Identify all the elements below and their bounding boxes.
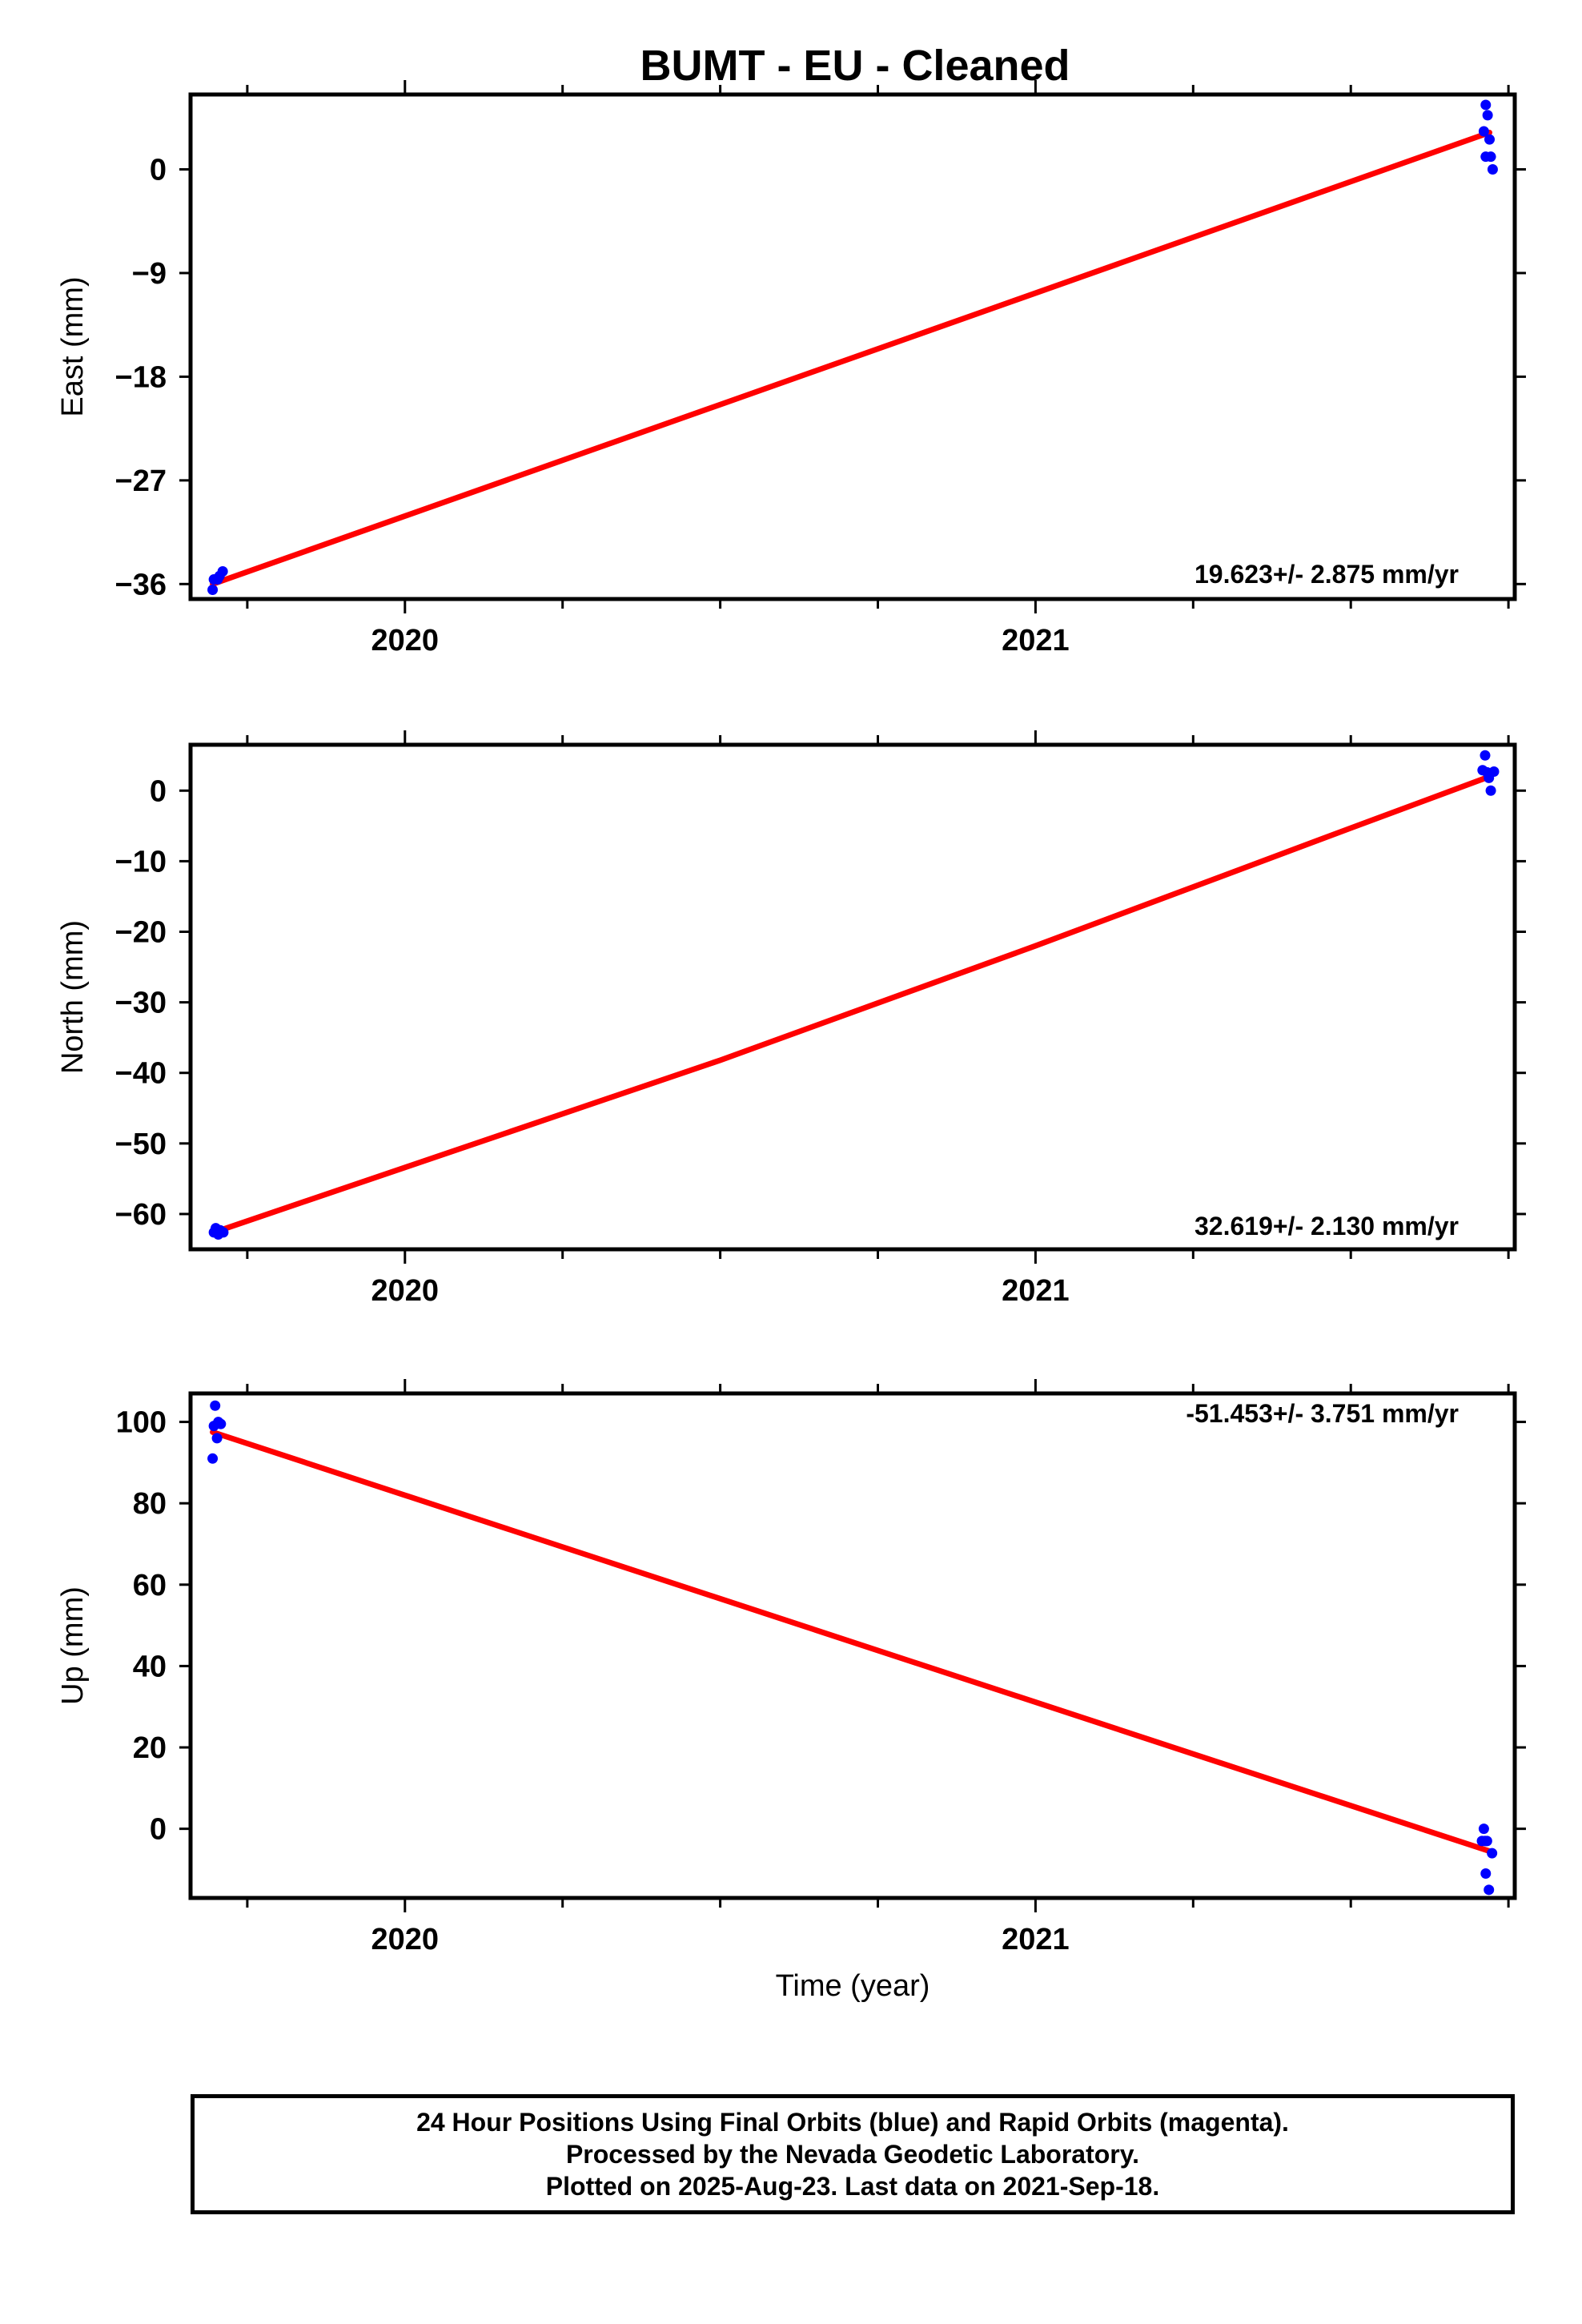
y-tick-label: −9 bbox=[132, 257, 167, 291]
trend-line bbox=[210, 1429, 1492, 1855]
data-point bbox=[1480, 99, 1492, 111]
plot-frame bbox=[188, 92, 1517, 601]
data-point bbox=[218, 1227, 229, 1238]
x-tick-label: 2021 bbox=[1002, 1274, 1070, 1308]
rate-label: 32.619+/- 2.130 mm/yr bbox=[1195, 1212, 1459, 1240]
data-point bbox=[211, 1433, 223, 1444]
data-point bbox=[210, 1400, 221, 1411]
rate-label: 19.623+/- 2.875 mm/yr bbox=[1195, 560, 1459, 589]
panel-north: −60 −50 −40 −30 −20 −10 0 2020 2021 North (mm) 32.… bbox=[56, 730, 1526, 1308]
y-axis-title: Up (mm) bbox=[56, 1586, 90, 1705]
data-point bbox=[207, 584, 219, 595]
data-layer bbox=[207, 1400, 1498, 1896]
y-tick-label: 20 bbox=[133, 1731, 167, 1765]
x-tick-label: 2020 bbox=[371, 1923, 440, 1956]
y-tick-label: 60 bbox=[133, 1569, 167, 1602]
trend-line bbox=[210, 130, 1492, 587]
y-tick-label: −18 bbox=[115, 360, 167, 394]
trend-line bbox=[211, 774, 1492, 1236]
data-point bbox=[1485, 151, 1496, 163]
data-layer bbox=[208, 750, 1500, 1240]
figure-title: BUMT - EU - Cleaned bbox=[640, 42, 1070, 90]
y-tick-label: −40 bbox=[115, 1057, 167, 1091]
panel-up: 0 20 40 60 80 100 2020 2021 Up (mm) Time (year) -5… bbox=[56, 1379, 1526, 2003]
plot-frame bbox=[188, 1391, 1517, 1900]
y-axis-title: North (mm) bbox=[56, 920, 90, 1074]
data-point bbox=[1484, 134, 1495, 145]
data-point bbox=[217, 565, 228, 577]
rate-label: -51.453+/- 3.751 mm/yr bbox=[1186, 1399, 1459, 1428]
y-tick-label: 80 bbox=[133, 1487, 167, 1521]
plot-frame bbox=[188, 742, 1517, 1252]
x-tick-label: 2021 bbox=[1002, 1923, 1070, 1956]
y-tick-label: 0 bbox=[150, 774, 167, 808]
data-point bbox=[1481, 1835, 1492, 1847]
caption-line-1: 24 Hour Positions Using Final Orbits (bl… bbox=[416, 2108, 1289, 2137]
y-tick-label: 0 bbox=[150, 153, 167, 187]
data-point bbox=[1487, 163, 1498, 175]
x-tick-label: 2021 bbox=[1002, 624, 1070, 657]
data-point bbox=[207, 1453, 219, 1464]
y-tick-label: 40 bbox=[133, 1650, 167, 1683]
caption-line-2: Processed by the Nevada Geodetic Laborat… bbox=[565, 2140, 1140, 2169]
data-point bbox=[1485, 785, 1496, 796]
x-tick-label: 2020 bbox=[371, 1274, 440, 1308]
data-point bbox=[215, 1418, 227, 1429]
data-point bbox=[1480, 750, 1491, 761]
data-point bbox=[1487, 1848, 1498, 1859]
caption-line-3: Plotted on 2025-Aug-23. Last data on 202… bbox=[545, 2172, 1160, 2201]
y-tick-label: −20 bbox=[115, 915, 167, 949]
y-tick-label: 0 bbox=[150, 1813, 167, 1847]
y-tick-label: −27 bbox=[115, 464, 167, 498]
y-tick-label: −36 bbox=[115, 568, 167, 601]
panel-east: −36 −27 −18 −9 0 2020 2021 East (mm) 19.623+/- 2… bbox=[56, 80, 1526, 657]
y-tick-label: −30 bbox=[115, 987, 167, 1020]
data-point bbox=[1484, 1884, 1495, 1896]
data-point bbox=[1478, 126, 1489, 137]
x-axis-title: Time (year) bbox=[776, 1969, 930, 2003]
data-point bbox=[1488, 766, 1500, 777]
data-point bbox=[1478, 1823, 1489, 1835]
data-layer bbox=[207, 99, 1498, 595]
x-tick-label: 2020 bbox=[371, 624, 440, 657]
y-axis-title: East (mm) bbox=[56, 276, 90, 416]
y-tick-label: −10 bbox=[115, 845, 167, 879]
y-tick-label: −50 bbox=[115, 1128, 167, 1161]
data-point bbox=[1482, 110, 1493, 121]
y-tick-label: −60 bbox=[115, 1198, 167, 1232]
data-point bbox=[1480, 1868, 1492, 1880]
y-tick-label: 100 bbox=[116, 1406, 167, 1440]
caption-box: 24 Hour Positions Using Final Orbits (bl… bbox=[191, 2094, 1515, 2214]
panels: −36 −27 −18 −9 0 2020 2021 East (mm) 19.623+/- 2… bbox=[56, 80, 1526, 2003]
